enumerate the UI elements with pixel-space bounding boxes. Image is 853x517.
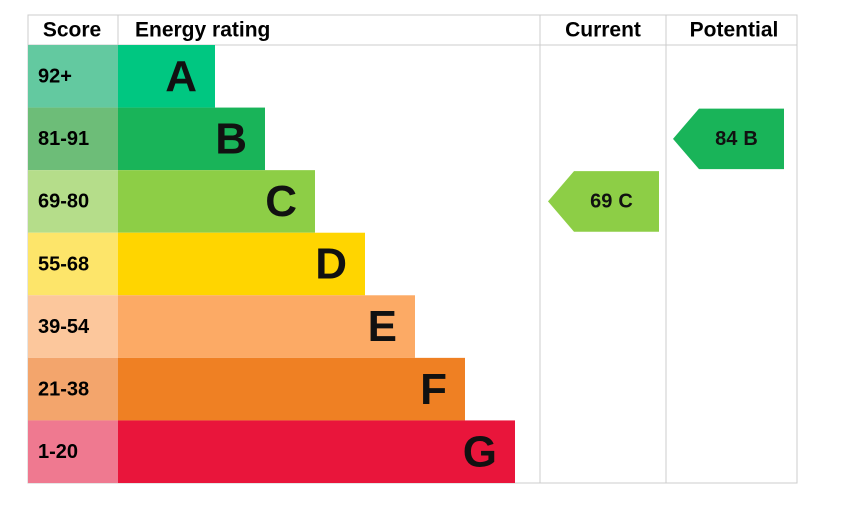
rating-letter: B [215, 114, 247, 163]
score-cell [28, 357, 118, 421]
rating-bar [118, 232, 365, 296]
rating-letter: C [265, 177, 297, 226]
score-cell [28, 295, 118, 358]
rating-letter: E [368, 302, 397, 351]
rating-bar [118, 357, 465, 421]
current-rating: C [618, 191, 632, 213]
potential-rating: B [743, 128, 757, 150]
rating-bar [118, 45, 215, 108]
rating-letter: A [165, 52, 197, 101]
score-label: 55-68 [38, 253, 89, 275]
rating-bar [118, 107, 265, 171]
potential-arrow [673, 108, 784, 170]
potential-value: 84 [715, 128, 738, 150]
score-label: 81-91 [38, 128, 89, 150]
potential-label: 84 B [715, 128, 758, 150]
score-label: 1-20 [38, 441, 78, 463]
rating-letter: F [420, 365, 447, 414]
rating-bar [118, 295, 415, 358]
header: Energy rating [135, 19, 270, 42]
score-label: 39-54 [38, 316, 90, 338]
rating-bar [118, 170, 315, 233]
current-arrow [548, 171, 659, 232]
score-cell [28, 232, 118, 296]
score-label: 21-38 [38, 378, 89, 400]
current-label: 69 C [590, 191, 633, 213]
score-label: 69-80 [38, 191, 89, 213]
score-cell [28, 107, 118, 171]
header: Potential [690, 19, 779, 42]
score-cell [28, 420, 118, 483]
rating-bar [118, 420, 515, 483]
header: Current [565, 19, 641, 42]
rating-letter: D [315, 240, 347, 289]
score-cell [28, 45, 118, 108]
score-label: 92+ [38, 66, 72, 88]
rating-letter: G [463, 427, 497, 476]
score-cell [28, 170, 118, 233]
header: Score [43, 19, 101, 42]
current-value: 69 [590, 191, 612, 213]
